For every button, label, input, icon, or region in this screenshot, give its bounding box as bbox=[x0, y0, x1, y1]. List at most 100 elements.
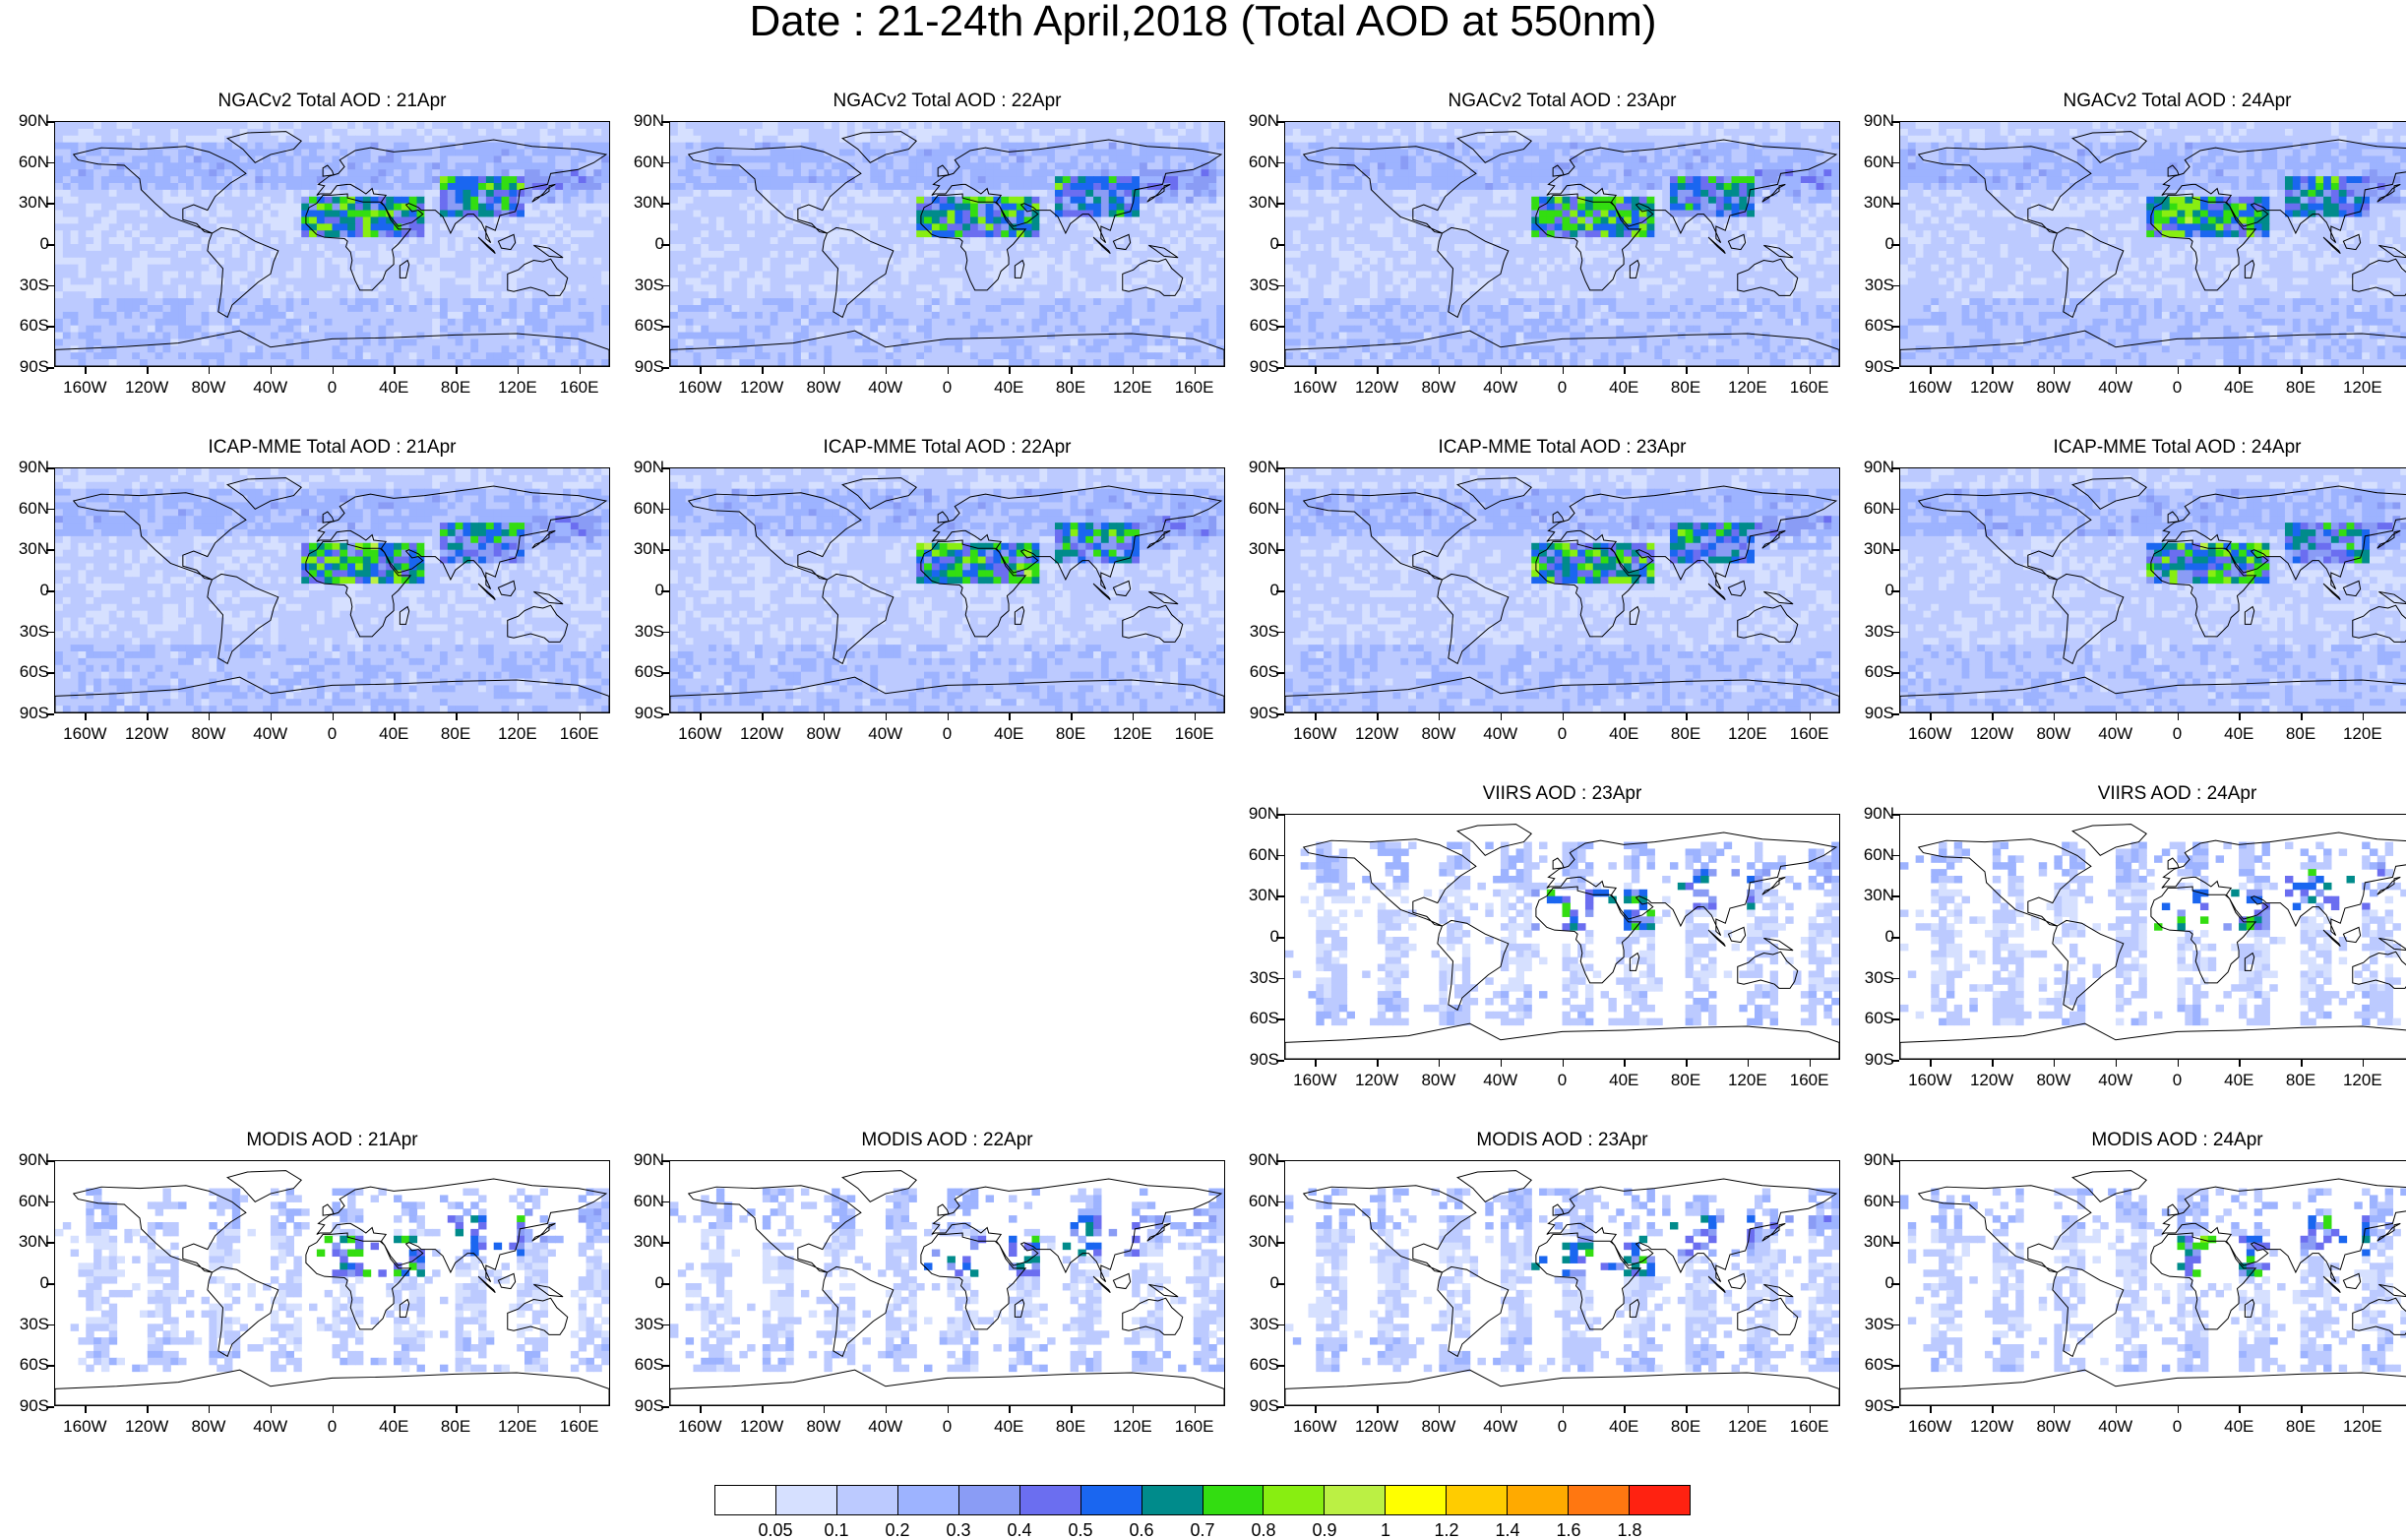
lon-tick bbox=[518, 367, 520, 374]
lon-tick-label: 40W bbox=[1471, 1418, 1530, 1435]
colorbar-swatch bbox=[1020, 1486, 1081, 1514]
coastline bbox=[1285, 1023, 1839, 1059]
coastline bbox=[1113, 1273, 1130, 1288]
lon-tick-label: 120E bbox=[488, 725, 547, 742]
lon-tick-label: 40E bbox=[2209, 725, 2268, 742]
lat-tick bbox=[1276, 1060, 1284, 1062]
lon-tick bbox=[1195, 367, 1197, 374]
lon-tick-label: 80W bbox=[2024, 725, 2083, 742]
lon-tick bbox=[1315, 1060, 1317, 1067]
lat-tick bbox=[661, 1324, 669, 1326]
lon-tick-label: 160E bbox=[2395, 725, 2406, 742]
lon-tick-label: 80E bbox=[1656, 725, 1715, 742]
lon-tick bbox=[271, 367, 273, 374]
lat-tick-label: 60S bbox=[0, 663, 49, 680]
lon-tick bbox=[1377, 1060, 1379, 1067]
lat-tick bbox=[1276, 367, 1284, 369]
lat-tick bbox=[1891, 814, 1899, 816]
lat-tick-label: 30N bbox=[1230, 194, 1279, 211]
lon-tick bbox=[2363, 1406, 2365, 1413]
panel-title: MODIS AOD : 21Apr bbox=[54, 1131, 610, 1150]
lat-tick-label: 90S bbox=[1845, 1051, 1894, 1068]
lon-tick bbox=[1748, 1060, 1750, 1067]
lon-tick-label: 80E bbox=[2271, 1418, 2330, 1435]
lat-tick-label: 0 bbox=[1845, 582, 1894, 598]
lon-tick bbox=[580, 1406, 582, 1413]
lon-tick bbox=[1930, 1060, 1932, 1067]
lon-tick-label: 40W bbox=[2086, 725, 2145, 742]
lat-tick-label: 60S bbox=[1230, 1356, 1279, 1373]
lat-tick-label: 60N bbox=[0, 500, 49, 517]
map-frame bbox=[1284, 814, 1840, 1060]
colorbar-swatch bbox=[959, 1486, 1020, 1514]
lon-tick bbox=[1810, 1060, 1812, 1067]
lon-tick-label: 40W bbox=[241, 379, 300, 396]
lat-tick bbox=[661, 285, 669, 287]
lon-tick-label: 120E bbox=[1103, 379, 1162, 396]
aod-map bbox=[1900, 815, 2406, 1059]
lon-tick-label: 80W bbox=[1409, 725, 1468, 742]
lat-tick-label: 30S bbox=[615, 1316, 664, 1332]
lon-tick bbox=[271, 713, 273, 720]
lon-tick bbox=[1315, 367, 1317, 374]
lon-tick bbox=[333, 1406, 335, 1413]
lon-tick-label: 120W bbox=[1962, 1072, 2021, 1088]
lat-tick bbox=[1276, 1160, 1284, 1162]
lat-tick-label: 30S bbox=[615, 277, 664, 293]
lon-tick-label: 120E bbox=[2333, 1072, 2392, 1088]
lon-tick-label: 80W bbox=[1409, 1072, 1468, 1088]
lon-tick-label: 80E bbox=[426, 379, 485, 396]
lon-tick bbox=[456, 367, 458, 374]
lat-tick-label: 60N bbox=[0, 1193, 49, 1209]
lat-tick bbox=[1891, 672, 1899, 674]
lat-tick bbox=[1891, 1018, 1899, 1020]
colorbar-swatch bbox=[1447, 1486, 1508, 1514]
lat-tick-label: 0 bbox=[615, 235, 664, 252]
lat-tick bbox=[1891, 632, 1899, 634]
lat-tick-label: 30N bbox=[1845, 1233, 1894, 1250]
lat-tick-label: 60S bbox=[615, 663, 664, 680]
lon-tick bbox=[1439, 1406, 1441, 1413]
lon-tick-label: 40E bbox=[364, 379, 423, 396]
lon-tick bbox=[824, 367, 826, 374]
lon-tick-label: 80E bbox=[1656, 1418, 1715, 1435]
lat-tick-label: 90N bbox=[1845, 805, 1894, 822]
lat-tick-label: 30N bbox=[615, 540, 664, 557]
lat-tick bbox=[661, 326, 669, 328]
lon-tick-label: 120W bbox=[117, 379, 176, 396]
lon-tick-label: 40E bbox=[2209, 379, 2268, 396]
lon-tick-label: 120W bbox=[1347, 725, 1406, 742]
lon-tick-label: 160E bbox=[2395, 379, 2406, 396]
panel-title: ICAP-MME Total AOD : 22Apr bbox=[669, 438, 1225, 458]
lat-tick bbox=[1891, 162, 1899, 164]
lon-tick-label: 40W bbox=[241, 1418, 300, 1435]
lat-tick bbox=[661, 1365, 669, 1367]
lat-tick bbox=[46, 590, 54, 592]
lat-tick bbox=[1276, 1283, 1284, 1285]
lon-tick bbox=[1377, 367, 1379, 374]
lon-tick bbox=[1501, 1060, 1503, 1067]
aod-map bbox=[1285, 1161, 1839, 1405]
lon-tick bbox=[948, 713, 950, 720]
lon-tick bbox=[948, 1406, 950, 1413]
lat-tick bbox=[1276, 937, 1284, 939]
lon-tick-label: 120E bbox=[488, 379, 547, 396]
lat-tick bbox=[661, 509, 669, 511]
lon-tick-label: 80W bbox=[794, 1418, 853, 1435]
lon-tick bbox=[2178, 713, 2180, 720]
lat-tick bbox=[46, 203, 54, 205]
lon-tick bbox=[456, 1406, 458, 1413]
colorbar-label: 0.05 bbox=[746, 1521, 805, 1539]
lon-tick bbox=[2178, 1060, 2180, 1067]
lon-tick-label: 80W bbox=[179, 379, 238, 396]
colorbar-swatch bbox=[776, 1486, 837, 1514]
lon-tick bbox=[1501, 713, 1503, 720]
lon-tick-label: 160E bbox=[2395, 1418, 2406, 1435]
lat-tick-label: 60S bbox=[0, 317, 49, 334]
aod-map bbox=[1285, 815, 1839, 1059]
lon-tick-label: 0 bbox=[1533, 725, 1592, 742]
lon-tick bbox=[2178, 367, 2180, 374]
lon-tick bbox=[700, 713, 702, 720]
